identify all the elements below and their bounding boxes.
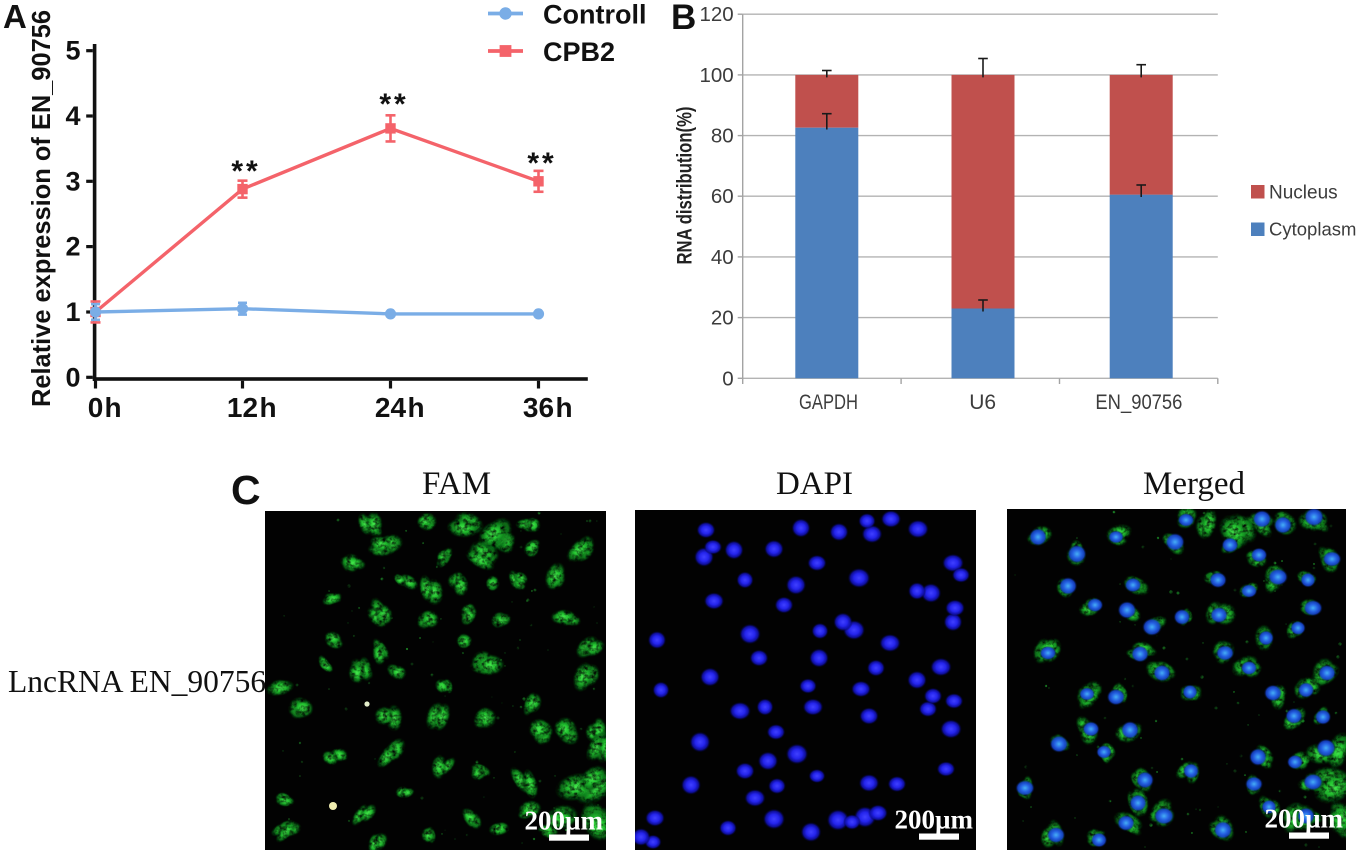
svg-text:RNA distribution(%): RNA distribution(%) [674,107,697,265]
svg-text:36: 36 [523,392,554,423]
svg-text:24: 24 [375,392,407,423]
svg-text:h: h [556,392,573,423]
svg-text:4: 4 [65,101,80,131]
svg-text:40: 40 [711,246,734,269]
svg-text:U6: U6 [969,391,996,414]
svg-text:A: A [3,0,27,35]
svg-text:**: ** [379,88,408,121]
svg-text:2: 2 [65,232,80,262]
svg-text:12: 12 [227,392,258,423]
svg-text:0: 0 [722,367,733,390]
svg-text:**: ** [527,147,556,180]
svg-text:0: 0 [65,362,80,392]
svg-text:200µm: 200µm [524,806,603,836]
svg-text:5: 5 [65,36,80,66]
svg-text:EN_90756: EN_90756 [1095,391,1182,414]
svg-text:120: 120 [699,3,733,26]
svg-text:B: B [671,0,696,37]
svg-text:200µm: 200µm [894,805,973,835]
svg-text:Cytoplasm: Cytoplasm [1269,219,1356,240]
svg-text:h: h [408,392,425,423]
svg-text:Controll: Controll [543,0,646,30]
svg-text:200µm: 200µm [1264,804,1343,834]
svg-text:20: 20 [711,307,734,330]
svg-text:3: 3 [65,166,80,196]
svg-text:Nucleus: Nucleus [1269,183,1338,204]
svg-text:h: h [260,392,277,423]
svg-text:1: 1 [65,297,80,327]
svg-text:0: 0 [88,392,104,423]
svg-text:**: ** [231,155,260,188]
svg-text:80: 80 [711,125,734,148]
svg-text:CPB2: CPB2 [543,37,615,67]
svg-text:h: h [105,392,122,423]
svg-text:GAPDH: GAPDH [799,391,858,414]
svg-text:60: 60 [711,185,734,208]
svg-text:100: 100 [699,64,733,87]
svg-text:Relative expression of EN_9075: Relative expression of EN_90756 [26,10,56,407]
